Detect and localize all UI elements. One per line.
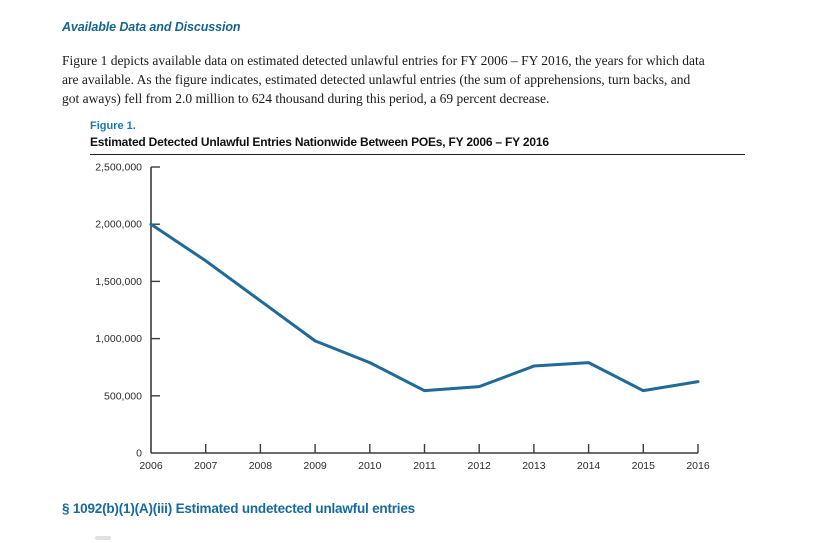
x-axis-tick-label: 2011 xyxy=(413,460,436,472)
y-axis-tick-label: 2,500,000 xyxy=(95,162,142,174)
paragraph-line: Figure 1 depicts available data on estim… xyxy=(62,53,705,68)
line-chart: 0 500,000 1,000,000 1,500,000 2,000,000 2,500… xyxy=(60,160,760,480)
y-axis-tick-label: 1,500,000 xyxy=(95,276,142,288)
figure-title-rule xyxy=(90,154,745,155)
next-section-heading: § 1092(b)(1)(A)(iii) Estimated undetecte… xyxy=(62,501,415,516)
line-chart-canvas: 0 500,000 1,000,000 1,500,000 2,000,000 2,500… xyxy=(95,162,710,473)
section-heading: Available Data and Discussion xyxy=(62,20,241,34)
x-axis-tick-label: 2006 xyxy=(139,460,163,472)
x-axis-tick-label: 2009 xyxy=(303,460,327,472)
x-axis-tick-label: 2015 xyxy=(632,460,656,472)
y-axis-tick-label: 0 xyxy=(136,448,142,460)
y-axis-tick-label: 2,000,000 xyxy=(95,219,142,231)
y-axis-tick-label: 500,000 xyxy=(104,390,142,402)
x-axis-tick-label: 2007 xyxy=(194,460,218,472)
paragraph-line: got aways) fell from 2.0 million to 624 … xyxy=(62,91,550,106)
x-axis-tick-label: 2012 xyxy=(468,460,492,472)
y-axis-tick-label: 1,000,000 xyxy=(95,333,142,345)
x-axis-tick-label: 2010 xyxy=(358,460,382,472)
x-axis-tick-label: 2014 xyxy=(577,460,601,472)
data-series-line xyxy=(149,222,700,393)
body-paragraph: Figure 1 depicts available data on estim… xyxy=(62,51,772,108)
figure-title: Estimated Detected Unlawful Entries Nati… xyxy=(90,135,549,149)
paragraph-line: are available. As the figure indicates, … xyxy=(62,72,691,87)
x-axis-tick-label: 2016 xyxy=(686,460,710,472)
x-axis-tick-label: 2008 xyxy=(249,460,273,472)
figure-number-label: Figure 1. xyxy=(90,120,136,132)
x-axis-tick-label: 2013 xyxy=(522,460,546,472)
cut-off-text-artifact xyxy=(95,536,111,540)
